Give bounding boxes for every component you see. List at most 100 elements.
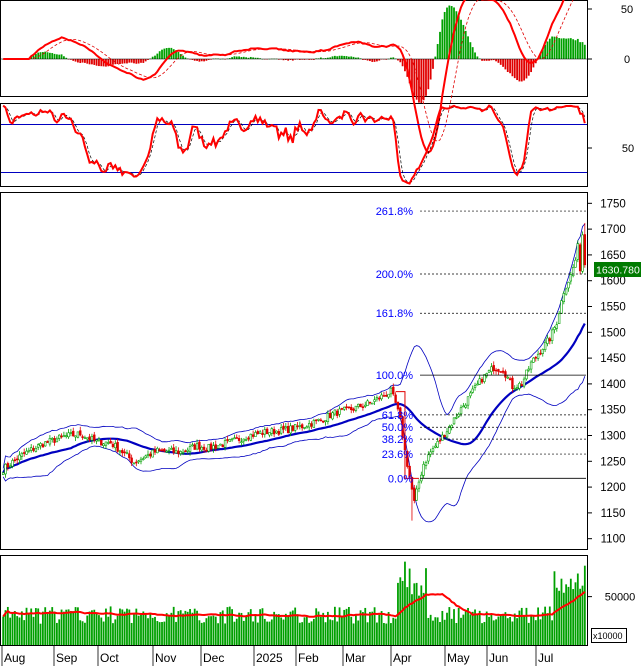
candle-body: [86, 437, 89, 440]
fib-anchor-line: [395, 391, 419, 479]
volume-bar: [191, 612, 194, 645]
macd-histogram-bar: [142, 59, 145, 63]
macd-histogram-bar: [390, 57, 392, 59]
volume-bar: [364, 607, 367, 645]
volume-bar: [196, 610, 198, 645]
macd-histogram-bar: [411, 59, 413, 90]
candle-body: [396, 401, 400, 410]
volume-bar: [41, 611, 44, 645]
macd-histogram-bar: [392, 57, 395, 59]
volume-bar: [296, 614, 299, 645]
candle-body: [188, 446, 192, 452]
macd-histogram-bar: [539, 53, 542, 59]
volume-bar: [581, 585, 584, 645]
macd-histogram-bar: [546, 41, 549, 59]
macd-histogram-bar: [555, 37, 558, 59]
volume-bar: [474, 609, 476, 645]
candle-body: [62, 435, 66, 438]
macd-histogram-bar: [352, 56, 355, 59]
volume-bar: [404, 561, 406, 645]
volume-bar: [93, 609, 96, 645]
volume-bar: [247, 612, 250, 645]
volume-bar: [387, 611, 390, 645]
macd-histogram-bar: [247, 57, 250, 59]
candle-body: [29, 447, 33, 451]
volume-bar: [315, 608, 318, 645]
candle-body: [497, 369, 500, 372]
candle-body: [202, 446, 206, 450]
macd-histogram-bar: [366, 59, 369, 61]
macd-histogram-bar: [378, 59, 381, 61]
volume-bar: [530, 616, 533, 645]
volume-bar: [569, 578, 572, 645]
volume-bar: [331, 620, 334, 645]
volume-bar: [464, 611, 467, 645]
volume-bar: [170, 612, 173, 645]
candle-body: [314, 419, 318, 422]
volume-bar: [415, 582, 418, 645]
volume-bar: [488, 616, 490, 645]
macd-histogram-bar: [147, 59, 149, 60]
volume-bar: [142, 611, 145, 645]
x-tick-label: Jul: [538, 651, 553, 665]
candle-body: [254, 432, 257, 437]
x-tick-label: 2025: [256, 651, 283, 665]
volume-bar: [263, 618, 266, 645]
macd-histogram-bar: [102, 59, 105, 67]
volume-bar: [16, 616, 19, 645]
macd-histogram-bar: [156, 53, 159, 59]
macd-histogram-bar: [198, 59, 201, 62]
volume-bar: [455, 622, 458, 645]
macd-histogram-bar: [420, 59, 423, 104]
volume-bar: [362, 612, 364, 645]
volume-bar: [102, 621, 105, 645]
macd-histogram-bar: [397, 59, 399, 61]
volume-bar: [154, 616, 156, 645]
volume-bar: [291, 610, 294, 645]
macd-histogram-bar: [324, 58, 327, 59]
candle-body: [293, 424, 297, 431]
volume-bar: [413, 583, 416, 645]
macd-histogram-bar: [58, 54, 61, 59]
macd-histogram-bar: [347, 56, 350, 59]
macd-histogram-bar: [336, 56, 339, 59]
candle-body: [450, 424, 453, 428]
volume-bar: [95, 612, 98, 645]
macd-histogram-bar: [338, 55, 341, 59]
volume-bar: [198, 620, 201, 645]
volume-bar: [366, 622, 369, 645]
volume-bar: [65, 609, 68, 645]
volume-bar: [165, 613, 168, 645]
candle-body: [471, 388, 474, 393]
price-tick-label: 1550: [600, 302, 626, 314]
candle-body: [340, 408, 344, 410]
candle-body: [163, 448, 166, 452]
macd-histogram-bar: [441, 19, 444, 59]
candle-body: [191, 444, 194, 447]
volume-bar: [287, 615, 290, 645]
macd-histogram-bar: [284, 59, 287, 60]
macd-histogram-bar: [84, 59, 86, 63]
volume-bar: [186, 611, 189, 645]
candle-body: [27, 449, 31, 452]
volume-bar: [79, 620, 82, 645]
volume-bar: [34, 608, 37, 645]
macd-histogram-bar: [509, 59, 511, 74]
macd-histogram-bar: [565, 38, 568, 59]
candle-body: [151, 449, 154, 458]
volume-bar: [443, 619, 446, 645]
volume-bar: [217, 623, 219, 645]
candle-body: [219, 443, 222, 446]
volume-bar: [266, 621, 269, 645]
macd-histogram-bar: [462, 24, 465, 60]
volume-bar: [182, 613, 184, 645]
volume-bar: [576, 573, 579, 645]
candle-body: [51, 438, 54, 440]
volume-bar: [476, 614, 479, 645]
candle-body: [336, 410, 339, 416]
volume-bar: [200, 622, 203, 645]
macd-histogram-bar: [551, 36, 554, 59]
candle-body: [48, 438, 52, 445]
macd-histogram-bar: [485, 59, 488, 61]
candle-body: [466, 396, 470, 406]
